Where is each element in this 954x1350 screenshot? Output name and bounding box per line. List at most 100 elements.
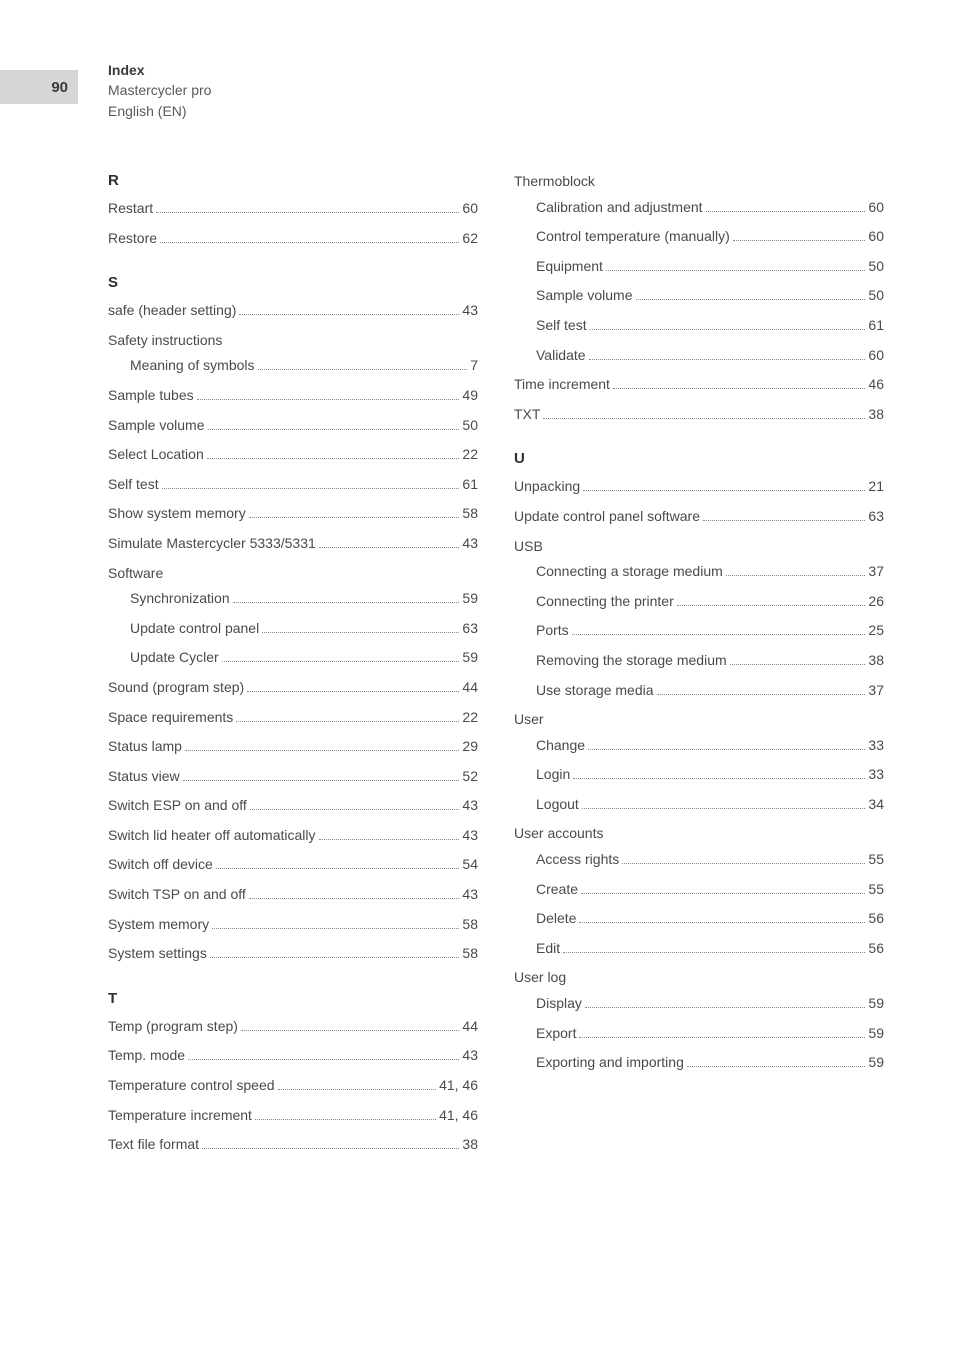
index-entry-label: Display: [536, 994, 582, 1014]
index-entry-leader: [239, 305, 459, 315]
index-entry-label: Logout: [536, 795, 579, 815]
index-entry-leader: [726, 566, 866, 576]
index-subentry: Use storage media37: [514, 681, 884, 701]
index-section-letter: U: [514, 450, 884, 467]
index-entry-label: User log: [514, 968, 566, 988]
index-entry-leader: [585, 998, 866, 1008]
index-entry-label: Temp. mode: [108, 1046, 185, 1066]
index-entry: Temp. mode43: [108, 1046, 478, 1066]
index-entry-page: 59: [868, 1053, 884, 1073]
index-entry-page: 7: [470, 356, 478, 376]
index-entry-page: 43: [462, 826, 478, 846]
index-entry-label: User: [514, 710, 544, 730]
index-entry-label: Status view: [108, 767, 180, 787]
index-subentry: Delete56: [514, 909, 884, 929]
index-entry-label: Status lamp: [108, 737, 182, 757]
index-entry-page: 43: [462, 301, 478, 321]
index-entry-label: USB: [514, 537, 543, 557]
index-entry-label: Restart: [108, 199, 153, 219]
index-entry-label: Temperature control speed: [108, 1076, 275, 1096]
index-entry-leader: [543, 409, 865, 419]
index-entry-heading: User log: [514, 968, 884, 988]
index-column-right: ThermoblockCalibration and adjustment60C…: [514, 172, 884, 1165]
index-entry-label: Login: [536, 765, 570, 785]
index-entry-page: 55: [868, 880, 884, 900]
index-entry-leader: [636, 291, 866, 301]
index-entry: Restore62: [108, 229, 478, 249]
index-entry-label: Self test: [536, 316, 587, 336]
index-entry-page: 26: [868, 592, 884, 612]
index-entry-page: 37: [868, 681, 884, 701]
index-subentry: Calibration and adjustment60: [514, 198, 884, 218]
index-entry-label: Simulate Mastercycler 5333/5331: [108, 534, 316, 554]
index-entry-page: 59: [462, 589, 478, 609]
index-entry-page: 22: [462, 445, 478, 465]
index-entry-leader: [581, 884, 865, 894]
index-entry-label: Update control panel software: [514, 507, 700, 527]
index-entry-page: 63: [868, 507, 884, 527]
index-subentry: Equipment 50: [514, 257, 884, 277]
page-number-tab: 90: [0, 70, 78, 104]
index-subentry: Meaning of symbols7: [108, 356, 478, 376]
index-entry-leader: [236, 712, 459, 722]
index-entry-leader: [210, 948, 460, 958]
header-title: Index: [108, 60, 211, 80]
index-entry-leader: [706, 202, 866, 212]
index-entry-page: 60: [868, 198, 884, 218]
index-entry-leader: [202, 1139, 459, 1149]
index-entry-label: User accounts: [514, 824, 603, 844]
index-section-letter: S: [108, 274, 478, 291]
index-entry-leader: [278, 1080, 437, 1090]
index-entry-leader: [687, 1057, 866, 1067]
index-entry-leader: [156, 203, 459, 213]
index-subentry: Self test61: [514, 316, 884, 336]
index-entry-label: Equipment: [536, 257, 603, 277]
index-entry-label: Space requirements: [108, 708, 233, 728]
index-entry-page: 44: [462, 678, 478, 698]
index-entry-leader: [319, 830, 460, 840]
index-entry-page: 59: [868, 994, 884, 1014]
index-entry-leader: [258, 361, 468, 371]
page: 90 Index Mastercycler pro English (EN) R…: [0, 0, 954, 1350]
index-entry: TXT38: [514, 405, 884, 425]
index-entry-page: 62: [462, 229, 478, 249]
index-entry-leader: [579, 1028, 865, 1038]
index-entry-leader: [572, 626, 866, 636]
index-entry-page: 50: [868, 257, 884, 277]
index-entry-page: 43: [462, 796, 478, 816]
index-entry: Temperature control speed41, 46: [108, 1076, 478, 1096]
index-entry: Temperature increment41, 46: [108, 1106, 478, 1126]
index-entry-leader: [588, 740, 865, 750]
index-entry-leader: [677, 596, 866, 606]
index-entry-label: Temp (program step): [108, 1017, 238, 1037]
index-entry-heading: Safety instructions: [108, 331, 478, 351]
index-entry-label: Sample volume: [108, 416, 205, 436]
index-entry-heading: Software: [108, 564, 478, 584]
index-entry: Sample volume50: [108, 416, 478, 436]
index-entry: Self test61: [108, 475, 478, 495]
index-entry-leader: [197, 390, 460, 400]
index-entry-leader: [188, 1051, 459, 1061]
index-entry: System settings58: [108, 944, 478, 964]
index-entry-page: 43: [462, 534, 478, 554]
index-entry-page: 37: [868, 562, 884, 582]
index-entry-label: Access rights: [536, 850, 619, 870]
index-entry: Time increment46: [514, 375, 884, 395]
index-entry: Switch off device54: [108, 855, 478, 875]
index-subentry: Exporting and importing 59: [514, 1053, 884, 1073]
index-entry-leader: [183, 771, 460, 781]
index-entry-page: 56: [868, 909, 884, 929]
index-entry-leader: [733, 231, 866, 241]
index-entry-label: Sample volume: [536, 286, 633, 306]
index-entry-label: Exporting and importing: [536, 1053, 684, 1073]
index-entry-label: Change: [536, 736, 585, 756]
index-entry-label: Select Location: [108, 445, 204, 465]
index-entry-leader: [582, 799, 866, 809]
index-entry-leader: [222, 653, 460, 663]
index-entry: Switch ESP on and off43: [108, 796, 478, 816]
index-entry-page: 52: [462, 767, 478, 787]
index-column-left: RRestart60Restore62Ssafe (header setting…: [108, 172, 478, 1165]
index-entry-leader: [590, 320, 866, 330]
index-entry-label: TXT: [514, 405, 540, 425]
index-section-letter: R: [108, 172, 478, 189]
